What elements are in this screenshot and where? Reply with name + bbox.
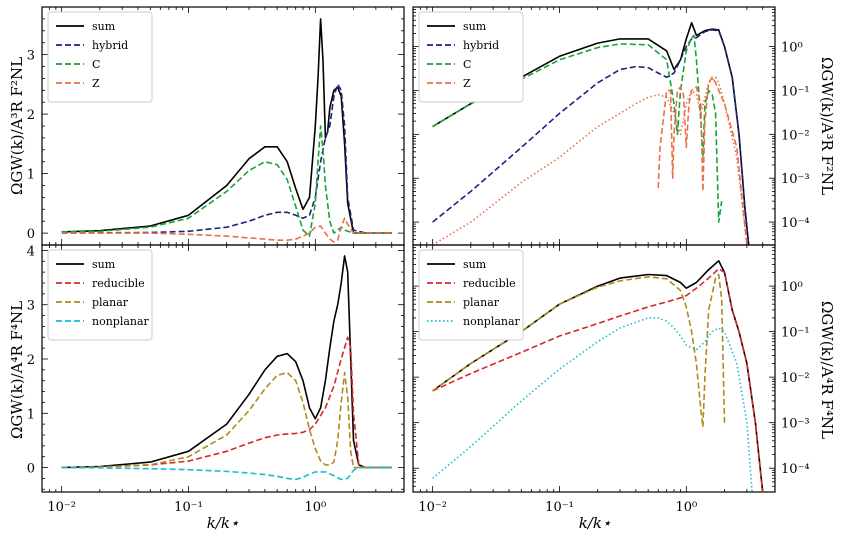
y-tick-label: 10⁻³: [781, 172, 810, 187]
xlabel-right: k/k⋆: [579, 514, 612, 532]
y-ticks: 10⁰ 10⁻¹ 10⁻² 10⁻³ 10⁻⁴: [413, 244, 810, 493]
legend-label: hybrid: [92, 39, 128, 52]
legend-box: [47, 249, 153, 341]
legend-box: [418, 11, 524, 103]
series-line-planar: [61, 371, 392, 469]
legend-box: [47, 11, 153, 103]
legend-label: C: [92, 58, 100, 71]
legend-label: nonplanar: [463, 315, 521, 328]
series-line-Z: [61, 217, 392, 243]
ylabel-top-right: ΩGW(k)/A³R F²NL: [818, 57, 836, 195]
legend-label: C: [463, 58, 471, 71]
x-ticks: 10⁻² 10⁻¹ 10⁰: [412, 245, 776, 515]
legend-label: sum: [463, 20, 487, 33]
series-line-sum: [61, 18, 392, 234]
y-tick-label: 1: [27, 407, 35, 422]
panel-bottom-left: 10⁻² 10⁻¹ 10⁰ 0 1 2 3 4 sum reducible planar nonpla…: [27, 244, 405, 515]
ylabel-bottom-right: ΩGW(k)/A⁴R F⁴NL: [818, 301, 836, 439]
y-tick-label: 10⁻²: [781, 371, 810, 386]
legend-label: nonplanar: [92, 315, 150, 328]
legend: sum hybrid CZ: [418, 11, 524, 103]
series-line-C: [61, 125, 392, 237]
y-ticks: 10⁰ 10⁻¹ 10⁻² 10⁻³ 10⁻⁴: [413, 6, 810, 246]
legend: sum hybrid CZ: [47, 11, 153, 103]
series-group: [432, 259, 764, 492]
x-tick-label: 10⁻²: [47, 500, 76, 515]
series-group: [61, 255, 392, 481]
y-tick-label: 10⁰: [781, 41, 803, 56]
series-line-hybrid: [432, 29, 750, 245]
legend-label: hybrid: [463, 39, 499, 52]
plot-frame: [412, 244, 776, 493]
legend-label: planar: [92, 296, 129, 309]
y-tick-label: 3: [27, 49, 35, 64]
x-ticks: [41, 7, 405, 245]
y-tick-label: 3: [27, 299, 35, 314]
series-line-reducible: [432, 267, 764, 492]
legend-label: Z: [92, 77, 100, 90]
y-tick-label: 10⁻¹: [781, 326, 810, 341]
legend-label: sum: [463, 258, 487, 271]
series-line-nonplanar: [432, 317, 753, 492]
y-ticks: 0 1 2 3: [27, 6, 404, 246]
x-tick-label: 10⁻¹: [174, 500, 203, 515]
x-tick-label: 10⁰: [675, 500, 697, 515]
y-tick-label: 10⁻⁴: [781, 216, 810, 231]
panel-bottom-right: 10⁻² 10⁻¹ 10⁰ 10⁰ 10⁻¹ 10⁻² 10⁻³ 10⁻⁴ sum reducib…: [412, 244, 810, 515]
y-tick-label: 0: [27, 227, 35, 242]
x-ticks: 10⁻² 10⁻¹ 10⁰: [41, 245, 405, 515]
series-group: [432, 21, 750, 245]
y-tick-label: 0: [27, 462, 35, 477]
legend-box: [418, 249, 524, 341]
series-line-hybrid: [61, 83, 392, 234]
series-line-reducible: [61, 336, 392, 469]
series-group: [61, 18, 392, 243]
series-line-planar: [432, 273, 726, 428]
legend: sum reducible planar nonplanar: [418, 249, 524, 341]
y-ticks: 0 1 2 3 4: [27, 244, 404, 490]
series-line-Z: [657, 76, 748, 245]
x-tick-label: 10⁻²: [418, 500, 447, 515]
plot-frame: [41, 244, 405, 493]
panel-top-left: 0 1 2 3 sum hybrid CZ: [27, 6, 405, 246]
legend-label: sum: [92, 258, 116, 271]
panel-top-right: 10⁰ 10⁻¹ 10⁻² 10⁻³ 10⁻⁴ sum hybrid CZ: [412, 6, 810, 246]
legend-label: sum: [92, 20, 116, 33]
y-tick-label: 4: [27, 244, 35, 259]
legend-label: Z: [463, 77, 471, 90]
series-line-nonplanar: [61, 466, 392, 481]
y-tick-label: 10⁻²: [781, 128, 810, 143]
ylabel-top-left: ΩGW(k)/A³R F²NL: [8, 57, 26, 195]
y-tick-label: 10⁻³: [781, 417, 810, 432]
legend: sum reducible planar nonplanar: [47, 249, 153, 341]
ylabel-bottom-left: ΩGW(k)/A⁴R F⁴NL: [8, 301, 26, 439]
panels: 0123sumhybridCZ10⁰10⁻¹10⁻²10⁻³10⁻⁴sumhyb…: [27, 6, 810, 515]
y-tick-label: 2: [27, 353, 35, 368]
legend-label: reducible: [463, 277, 516, 290]
series-line-C: [432, 34, 723, 223]
series-line-sum: [61, 255, 392, 469]
y-tick-label: 1: [27, 168, 35, 183]
y-tick-label: 10⁻¹: [781, 84, 810, 99]
legend-label: reducible: [92, 277, 145, 290]
y-tick-label: 10⁻⁴: [781, 462, 810, 477]
x-tick-label: 10⁻¹: [545, 500, 574, 515]
x-tick-label: 10⁰: [304, 500, 326, 515]
y-tick-label: 10⁰: [781, 280, 803, 295]
legend-label: planar: [463, 296, 500, 309]
y-tick-label: 2: [27, 108, 35, 123]
xlabel-left: k/k⋆: [207, 514, 240, 532]
